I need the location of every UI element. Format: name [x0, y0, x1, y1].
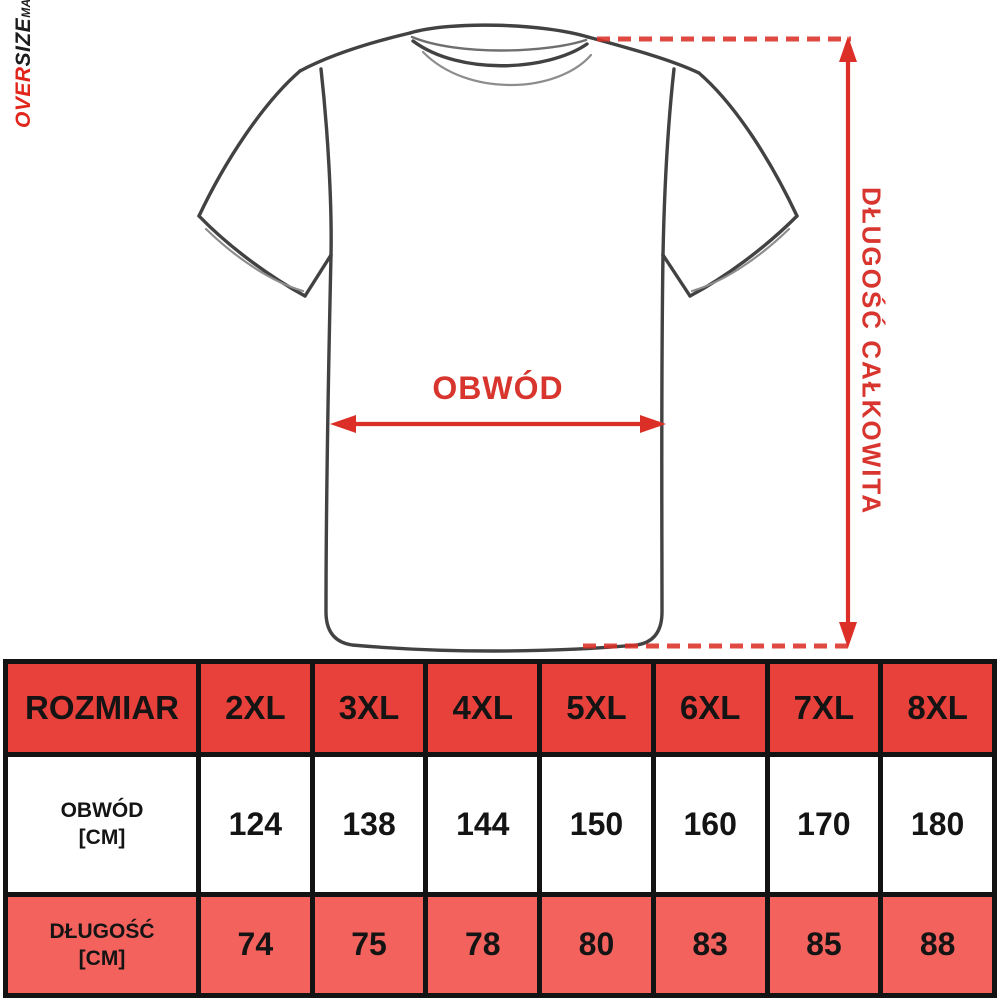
value-cell: 74: [196, 891, 315, 999]
collar-outer-line: [408, 23, 590, 39]
sleeve-right-outer: [697, 71, 799, 218]
collar-inner-line: [421, 50, 593, 87]
header-cell-rozmiar: ROZMIAR: [3, 658, 201, 758]
table-row-obwod: OBWÓD [CM] 124 138 144 150 160 170 180: [3, 752, 997, 897]
armhole-right-seam: [661, 67, 676, 257]
value-cell: 80: [537, 891, 656, 999]
length-arrowhead-down: [839, 622, 857, 648]
width-arrowhead-right: [640, 415, 666, 433]
brand-logo: OVERSIZEMAN.PL: [12, 0, 36, 128]
row-unit: [CM]: [78, 946, 126, 970]
header-cell-size: 7XL: [764, 658, 884, 758]
row-label: DŁUGOŚĆ: [49, 919, 155, 943]
value-cell: 160: [650, 752, 770, 897]
sleeve-right-cuff: [688, 214, 799, 298]
row-unit: [CM]: [78, 826, 126, 850]
tshirt-measurement-diagram: OVERSIZEMAN.PL OBWÓD DŁUGOŚĆ CAŁKOWITA: [12, 0, 887, 653]
sleeve-right-inner: [661, 253, 692, 298]
sleeve-left-inner: [303, 253, 333, 298]
value-cell: 124: [196, 752, 315, 897]
tshirt-outline-drawing: [197, 23, 857, 653]
value-cell: 88: [878, 891, 997, 999]
collar-seam-line: [411, 39, 589, 68]
shoulder-right: [586, 35, 701, 75]
armhole-left-seam: [319, 67, 333, 257]
sleeve-left-cuff-seam: [204, 227, 305, 293]
value-cell: 138: [309, 752, 429, 897]
header-cell-size: 3XL: [309, 658, 429, 758]
row-label-cell: OBWÓD [CM]: [3, 752, 201, 897]
value-cell: 180: [878, 752, 997, 897]
body-outline: [324, 253, 665, 653]
value-cell: 170: [764, 752, 884, 897]
sleeve-right-cuff-seam: [690, 227, 791, 293]
header-cell-size: 4XL: [423, 658, 543, 758]
value-cell: 75: [309, 891, 429, 999]
value-cell: 85: [764, 891, 884, 999]
logo-part-size: SIZE: [12, 17, 35, 67]
width-arrowhead-left: [330, 415, 356, 433]
value-cell: 78: [423, 891, 543, 999]
length-arrowhead-up: [839, 36, 857, 62]
table-row-dlugosc: DŁUGOŚĆ [CM] 74 75 78 80 83 85 88: [3, 891, 997, 999]
value-cell: 83: [650, 891, 770, 999]
sleeve-left-outer: [197, 69, 302, 218]
width-measurement-label: OBWÓD: [432, 370, 564, 406]
size-table: ROZMIAR 2XL 3XL 4XL 5XL 6XL 7XL 8XL OBWÓ…: [3, 658, 997, 999]
value-cell: 150: [537, 752, 656, 897]
header-cell-size: 5XL: [537, 658, 656, 758]
row-label-cell: DŁUGOŚĆ [CM]: [3, 891, 201, 999]
shoulder-left: [298, 31, 412, 73]
sleeve-left-cuff: [197, 214, 307, 298]
header-cell-size: 2XL: [196, 658, 315, 758]
value-cell: 144: [423, 752, 543, 897]
row-label: OBWÓD: [60, 799, 144, 823]
logo-part-over: OVER: [12, 66, 35, 128]
header-cell-size: 8XL: [878, 658, 997, 758]
length-measurement-label: DŁUGOŚĆ CAŁKOWITA: [856, 186, 887, 516]
table-header-row: ROZMIAR 2XL 3XL 4XL 5XL 6XL 7XL 8XL: [3, 658, 997, 758]
logo-part-domain: MAN.PL: [19, 0, 33, 18]
header-cell-size: 6XL: [650, 658, 770, 758]
collar-rib-line: [410, 35, 588, 52]
